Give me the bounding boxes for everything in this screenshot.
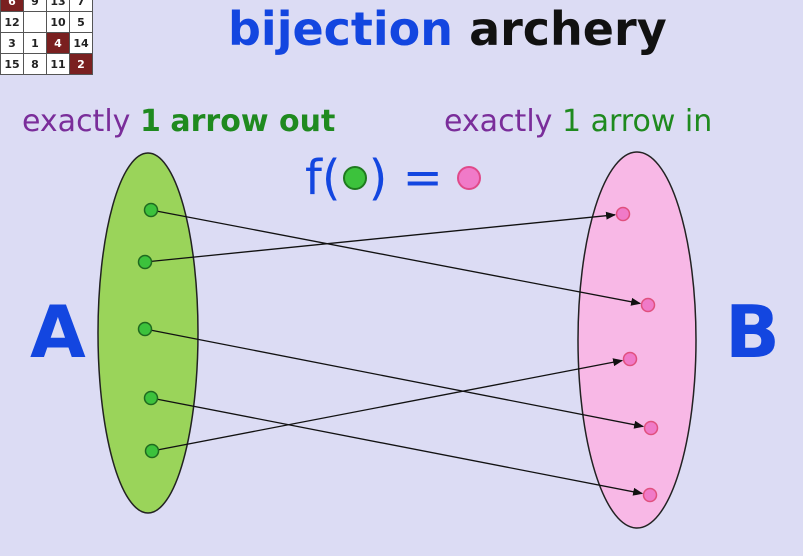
set-b-points	[615, 206, 659, 503]
mapping-arrow	[150, 397, 644, 496]
set-b-point	[643, 420, 659, 436]
set-b-point	[642, 487, 658, 503]
mapping-arrow	[150, 209, 642, 306]
arrow-in-count: 1	[561, 104, 582, 139]
arrow-in-label: exactly 1 arrow in	[444, 104, 712, 139]
mapping-arrow	[144, 328, 645, 429]
page-title: bijection archery	[228, 2, 667, 56]
set-b-point	[615, 206, 631, 222]
puzzle-tile	[23, 11, 47, 33]
arrow-out-count: 1	[139, 104, 161, 139]
set-b-point	[622, 351, 638, 367]
formula-green-dot	[342, 166, 367, 190]
arrow-out-rest: arrow out	[170, 104, 336, 139]
puzzle-tile: 10	[46, 11, 70, 33]
set-a-label: A	[30, 290, 86, 374]
set-b-ellipse	[577, 151, 697, 529]
formula-close-eq: ) =	[368, 150, 443, 206]
formula-pink-dot	[456, 166, 481, 190]
title-word-bijection: bijection	[228, 2, 454, 56]
mapping-arrow	[144, 211, 617, 263]
arrows-group	[144, 209, 645, 496]
formula-f-open: f(	[305, 150, 341, 206]
set-a-point	[137, 254, 153, 270]
set-a-points	[137, 202, 160, 459]
set-a-point	[144, 443, 160, 459]
arrow-out-label: exactly 1 arrow out	[22, 104, 335, 139]
set-a-point	[143, 390, 159, 406]
puzzle-tile: 2	[69, 53, 93, 75]
mapping-arrow	[151, 358, 624, 452]
arrow-in-prefix: exactly	[444, 104, 553, 139]
title-word-archery: archery	[469, 2, 667, 56]
arrow-out-prefix: exactly	[22, 104, 131, 139]
puzzle-tile: 4	[46, 32, 70, 54]
fifteen-puzzle-thumbnail: 6 9 13 7 12 10 5 3 1 4 14 15 8 11 2	[0, 0, 93, 75]
set-a-point	[143, 202, 159, 218]
set-a-point	[137, 321, 153, 337]
function-formula: f( ) =	[305, 150, 483, 206]
set-b-label: B	[725, 290, 780, 374]
set-b-point	[640, 297, 656, 313]
arrow-in-rest: arrow in	[590, 104, 713, 139]
